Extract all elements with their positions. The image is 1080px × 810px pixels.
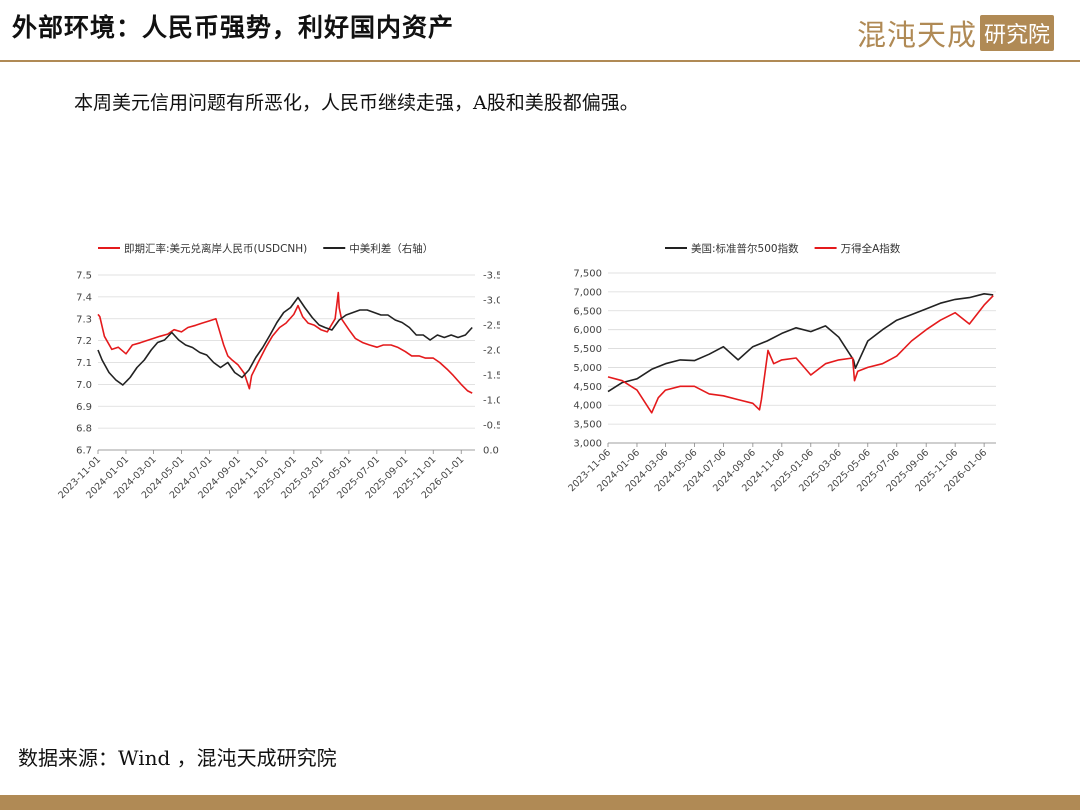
legend-label: 中美利差（右轴） <box>349 242 433 255</box>
y2-tick-label: -0.5 <box>483 421 500 432</box>
y-tick-label: 7.2 <box>76 336 92 347</box>
y-tick-label: 7,000 <box>573 287 602 298</box>
legend-label: 万得全A指数 <box>841 242 901 255</box>
y-tick-label: 4,000 <box>573 401 602 412</box>
legend-label: 美国:标准普尔500指数 <box>691 242 799 255</box>
y2-tick-label: -1.0 <box>483 396 500 407</box>
y-tick-label: 6,000 <box>573 325 602 336</box>
y-tick-label: 7.5 <box>76 271 92 282</box>
y-tick-label: 7,500 <box>573 269 602 280</box>
brand-logo: 混沌天成 研究院 <box>857 12 1054 54</box>
legend-label: 即期汇率:美元兑离岸人民币(USDCNH) <box>124 242 307 255</box>
y-tick-label: 7.0 <box>76 380 92 391</box>
y-tick-label: 6,500 <box>573 306 602 317</box>
y-tick-label: 7.1 <box>76 358 92 369</box>
header-divider <box>0 60 1080 62</box>
y2-tick-label: -1.5 <box>483 371 500 382</box>
y2-tick-label: -3.0 <box>483 296 500 307</box>
y-tick-label: 4,500 <box>573 382 602 393</box>
series-line-left <box>97 291 473 394</box>
logo-box-text: 研究院 <box>979 15 1054 51</box>
data-source-note: 数据来源：Wind ，混沌天成研究院 <box>18 746 337 770</box>
y-tick-label: 6.7 <box>76 446 92 457</box>
y-tick-label: 6.9 <box>76 402 92 413</box>
y-tick-label: 5,500 <box>573 344 602 355</box>
logo-text: 混沌天成 <box>856 18 977 52</box>
y-tick-label: 3,500 <box>573 420 602 431</box>
page-subtitle: 本周美元信用问题有所恶化，人民币继续走强，A股和美股都偏强。 <box>74 92 639 114</box>
series-line-main <box>607 295 994 414</box>
y-tick-label: 5,000 <box>573 363 602 374</box>
footer-bar <box>0 795 1080 810</box>
usdcnh-rate-spread-chart: 即期汇率:美元兑离岸人民币(USDCNH) 中美利差（右轴） 7.5 7.4 7.3 7.… <box>56 242 500 501</box>
y2-tick-label: -2.5 <box>483 321 500 332</box>
y-tick-label: 6.8 <box>76 424 92 435</box>
y-tick-label: 3,000 <box>573 439 602 450</box>
page-title: 外部环境：人民币强势，利好国内资产 <box>12 13 455 42</box>
series-line-right <box>97 296 473 386</box>
y2-tick-label: -2.0 <box>483 346 500 357</box>
y-tick-label: 7.3 <box>76 314 92 325</box>
y2-tick-label: 0.0 <box>483 446 499 457</box>
y2-tick-label: -3.5 <box>483 271 500 282</box>
sp500-wind-a-chart: 美国:标准普尔500指数 万得全A指数 7,500 7,000 6,500 6,000 5,… <box>566 242 996 494</box>
y-tick-label: 7.4 <box>76 292 92 303</box>
series-line-main <box>607 293 994 393</box>
